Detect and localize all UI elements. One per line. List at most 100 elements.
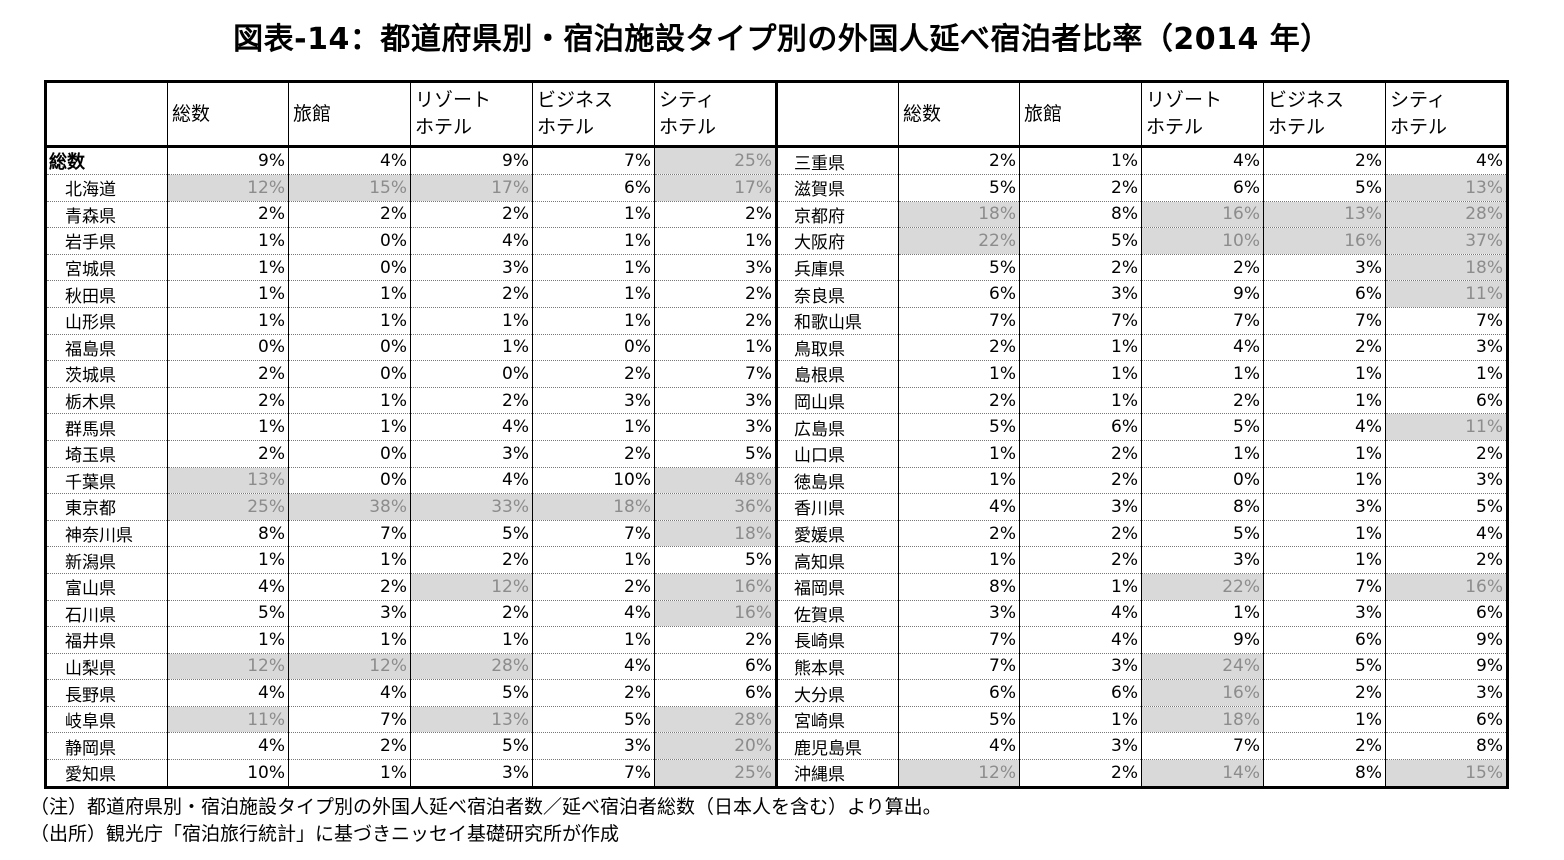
value-cell: 4% — [1141, 334, 1264, 362]
value-cell: 2% — [410, 600, 533, 628]
value-cell: 1% — [654, 227, 778, 255]
value-cell: 6% — [1263, 626, 1386, 654]
value-cell: 9% — [1385, 626, 1508, 654]
value-cell: 1% — [167, 280, 289, 308]
value-cell: 3% — [654, 387, 778, 415]
value-cell: 1% — [167, 413, 289, 441]
row-label: 熊本県 — [776, 653, 899, 681]
value-cell: 1% — [1141, 440, 1264, 468]
row-label: 大阪府 — [776, 227, 899, 255]
value-cell: 1% — [532, 626, 655, 654]
value-cell: 3% — [1263, 493, 1386, 521]
value-cell: 6% — [654, 653, 778, 681]
value-cell: 8% — [1263, 759, 1386, 788]
value-cell: 2% — [1019, 254, 1142, 282]
value-cell: 1% — [898, 546, 1020, 574]
value-cell: 12% — [167, 653, 289, 681]
value-cell: 8% — [167, 520, 289, 548]
value-cell: 2% — [167, 360, 289, 388]
value-cell: 0% — [167, 334, 289, 362]
row-label: 岐阜県 — [45, 706, 168, 734]
value-cell: 7% — [1263, 573, 1386, 601]
value-cell: 16% — [1263, 227, 1386, 255]
value-cell: 5% — [1141, 413, 1264, 441]
value-cell: 1% — [898, 360, 1020, 388]
column-header-text: 総数 — [172, 102, 211, 125]
value-cell: 2% — [1263, 732, 1386, 761]
value-cell: 7% — [288, 520, 411, 548]
value-cell: 5% — [898, 706, 1020, 734]
value-cell: 8% — [1385, 732, 1508, 761]
value-cell: 7% — [1385, 307, 1508, 335]
value-cell: 6% — [1019, 413, 1142, 441]
table-row: 栃木県 2% 1% 2% 3% 3% 岡山県 2% 1% 2% 1% 6% — [45, 387, 1508, 415]
value-cell: 9% — [1141, 626, 1264, 654]
value-cell: 10% — [1141, 227, 1264, 255]
value-cell: 1% — [1385, 360, 1508, 388]
value-cell: 2% — [1263, 334, 1386, 362]
value-cell: 4% — [288, 679, 411, 707]
value-cell: 7% — [898, 653, 1020, 681]
row-label: 愛媛県 — [776, 520, 899, 548]
row-label: 東京都 — [45, 493, 168, 521]
column-header-text: ホテル — [659, 116, 717, 138]
value-cell: 3% — [1141, 546, 1264, 574]
value-cell: 1% — [1141, 600, 1264, 628]
row-label: 秋田県 — [45, 280, 168, 308]
value-cell: 8% — [898, 573, 1020, 601]
column-header-text: 旅館 — [1024, 102, 1063, 125]
value-cell: 1% — [1019, 573, 1142, 601]
value-cell: 0% — [288, 440, 411, 468]
value-cell: 13% — [167, 467, 289, 495]
value-cell: 16% — [1385, 573, 1508, 601]
value-cell: 3% — [654, 413, 778, 441]
row-label: 大分県 — [776, 679, 899, 707]
column-header: シティ ホテル — [1385, 81, 1508, 148]
value-cell: 5% — [898, 174, 1020, 202]
value-cell: 22% — [898, 227, 1020, 255]
value-cell: 3% — [532, 387, 655, 415]
value-cell: 18% — [1141, 706, 1264, 734]
value-cell: 1% — [1141, 360, 1264, 388]
value-cell: 1% — [654, 334, 778, 362]
table-row: 北海道 12% 15% 17% 6% 17% 滋賀県 5% 2% 6% 5% 13% — [45, 174, 1508, 202]
table-row: 東京都 25% 38% 33% 18% 36% 香川県 4% 3% 8% 3% 5% — [45, 493, 1508, 521]
value-cell: 3% — [1385, 679, 1508, 707]
value-cell: 4% — [167, 573, 289, 601]
value-cell: 18% — [532, 493, 655, 521]
column-header-text: リゾート — [415, 89, 492, 111]
value-cell: 8% — [1019, 201, 1142, 229]
value-cell: 9% — [410, 146, 533, 175]
value-cell: 7% — [1263, 307, 1386, 335]
value-cell: 5% — [1263, 174, 1386, 202]
value-cell: 1% — [1263, 387, 1386, 415]
value-cell: 0% — [288, 467, 411, 495]
row-label: 福井県 — [45, 626, 168, 654]
value-cell: 4% — [1019, 600, 1142, 628]
value-cell: 4% — [1019, 626, 1142, 654]
value-cell: 1% — [532, 546, 655, 574]
value-cell: 22% — [1141, 573, 1264, 601]
value-cell: 48% — [654, 467, 778, 495]
table-row: 山形県 1% 1% 1% 1% 2% 和歌山県 7% 7% 7% 7% 7% — [45, 307, 1508, 335]
row-label: 群馬県 — [45, 413, 168, 441]
value-cell: 4% — [532, 600, 655, 628]
value-cell: 2% — [167, 440, 289, 468]
value-cell: 0% — [1141, 467, 1264, 495]
value-cell: 7% — [1141, 307, 1264, 335]
value-cell: 6% — [1141, 174, 1264, 202]
value-cell: 5% — [1263, 653, 1386, 681]
value-cell: 2% — [532, 573, 655, 601]
value-cell: 1% — [532, 413, 655, 441]
table-row: 埼玉県 2% 0% 3% 2% 5% 山口県 1% 2% 1% 1% 2% — [45, 440, 1508, 468]
value-cell: 2% — [410, 201, 533, 229]
value-cell: 5% — [1385, 493, 1508, 521]
row-label: 徳島県 — [776, 467, 899, 495]
value-cell: 4% — [410, 467, 533, 495]
value-cell: 13% — [1385, 174, 1508, 202]
table-row: 宮城県 1% 0% 3% 1% 3% 兵庫県 5% 2% 2% 3% 18% — [45, 254, 1508, 282]
value-cell: 7% — [288, 706, 411, 734]
column-header-text: ホテル — [1390, 116, 1448, 138]
value-cell: 1% — [288, 546, 411, 574]
value-cell: 33% — [410, 493, 533, 521]
